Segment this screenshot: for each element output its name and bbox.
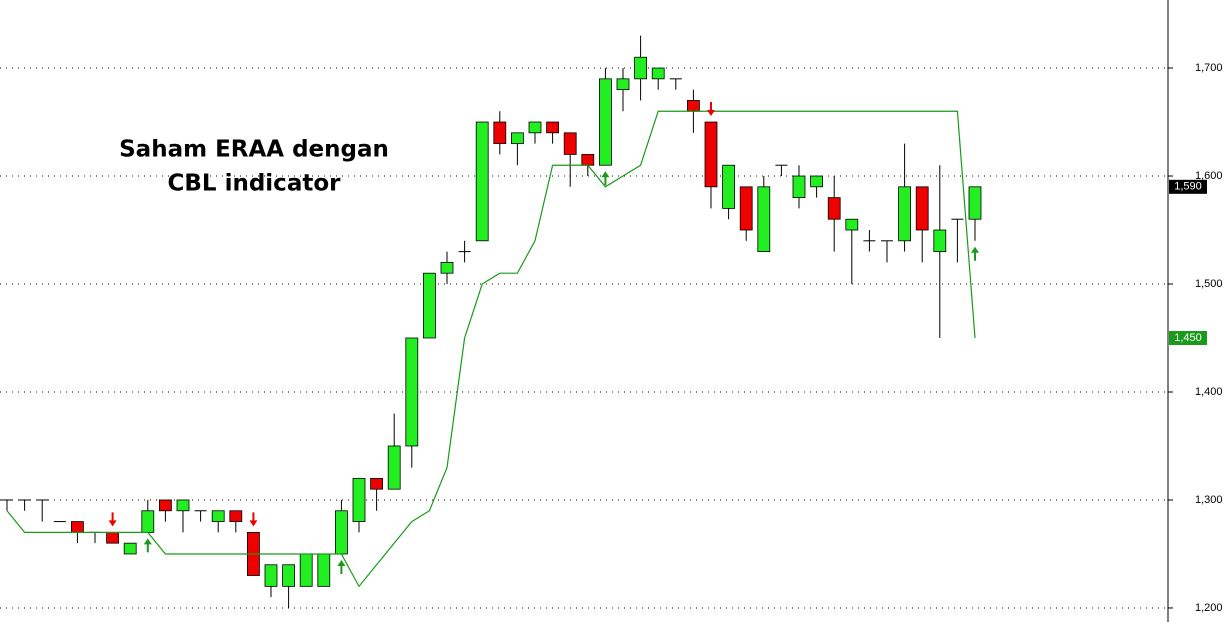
candle-body [915, 186, 929, 231]
y-tick-label: 1,400 [1195, 386, 1223, 398]
candle-body [211, 510, 225, 522]
candle-body [810, 175, 823, 188]
candle-body [71, 521, 84, 533]
candle-body [176, 499, 190, 512]
candle-body [563, 132, 577, 155]
candle-body [651, 67, 665, 80]
buy-arrow [337, 559, 346, 574]
buy-arrow [601, 171, 610, 186]
candle-body [440, 262, 454, 274]
price-tag-label: 1,450 [1174, 332, 1202, 344]
annotation: Saham ERAA dengan [119, 137, 389, 163]
candle-body [933, 229, 947, 253]
candle-body [299, 553, 313, 587]
price-tag [1169, 179, 1207, 194]
sell-arrow [249, 512, 258, 527]
candle-body [845, 218, 859, 231]
candle-body [264, 564, 278, 587]
candle-body [546, 121, 559, 134]
candle-body [475, 121, 489, 242]
candle-body [616, 78, 630, 91]
candle-body [370, 477, 384, 490]
candle-body [123, 542, 137, 555]
candle-body [722, 164, 735, 209]
candle-body [282, 564, 296, 587]
buy-arrow [143, 538, 152, 553]
candle-body [581, 154, 595, 166]
candle-body [704, 121, 718, 188]
candle-body [510, 132, 524, 145]
price-tag [1169, 330, 1207, 345]
candle-body [422, 272, 436, 339]
candle-body [739, 186, 753, 231]
y-tick-label: 1,700 [1195, 62, 1223, 74]
cbl-line [6, 110, 976, 588]
buy-arrow [971, 246, 979, 261]
price-tag-label: 1,590 [1174, 181, 1202, 193]
candle-body [352, 477, 366, 522]
candle-body [792, 175, 806, 199]
candle-body [158, 499, 172, 512]
y-tick-label: 1,300 [1195, 494, 1223, 506]
candle-body [968, 186, 982, 220]
candle-body [387, 445, 401, 490]
y-tick-label: 1,500 [1195, 278, 1223, 290]
candle-body [687, 100, 700, 112]
candle-body [493, 121, 507, 145]
candle-body [405, 337, 419, 447]
candle-body [229, 510, 243, 522]
y-tick-label: 1,200 [1195, 602, 1223, 614]
candle-body [634, 56, 647, 80]
y-tick-label: 1,600 [1195, 170, 1223, 182]
sell-arrow [108, 512, 117, 527]
annotation: CBL indicator [168, 171, 342, 197]
candle-body [334, 510, 348, 555]
candle-body [317, 553, 331, 587]
candle-body [141, 510, 155, 533]
candle-body [599, 78, 612, 166]
sell-arrow [707, 102, 715, 117]
candle-body [106, 531, 119, 544]
candle-body [528, 121, 542, 134]
candle-body [827, 197, 841, 220]
candle-body [757, 186, 771, 253]
candle-body [898, 186, 911, 242]
